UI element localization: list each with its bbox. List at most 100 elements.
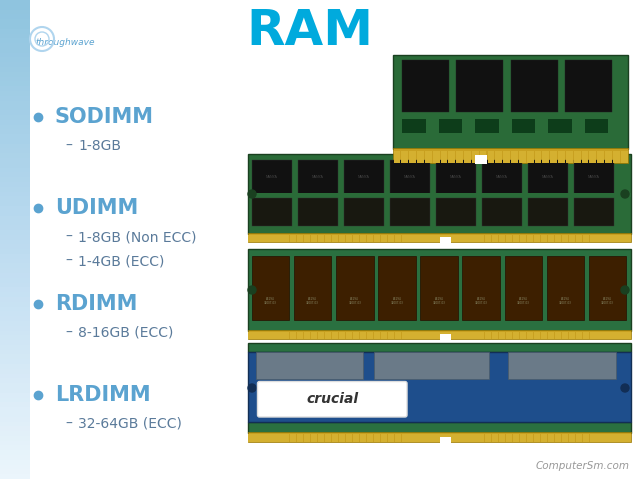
FancyBboxPatch shape <box>503 151 510 163</box>
Text: ComputerSm.com: ComputerSm.com <box>536 461 630 471</box>
FancyBboxPatch shape <box>475 119 499 133</box>
Text: A5194
32007-03: A5194 32007-03 <box>601 297 614 306</box>
FancyBboxPatch shape <box>548 119 572 133</box>
FancyBboxPatch shape <box>541 434 547 442</box>
FancyBboxPatch shape <box>353 332 359 339</box>
FancyBboxPatch shape <box>403 119 426 133</box>
FancyBboxPatch shape <box>311 434 317 442</box>
FancyBboxPatch shape <box>482 160 522 194</box>
FancyBboxPatch shape <box>590 332 596 339</box>
FancyBboxPatch shape <box>561 332 568 339</box>
Text: LRDIMM: LRDIMM <box>55 385 151 405</box>
FancyBboxPatch shape <box>269 332 276 339</box>
FancyBboxPatch shape <box>283 332 290 339</box>
Text: –: – <box>65 326 72 340</box>
FancyBboxPatch shape <box>298 198 338 226</box>
Text: A5194
32007-03: A5194 32007-03 <box>390 297 403 306</box>
FancyBboxPatch shape <box>597 332 603 339</box>
FancyBboxPatch shape <box>360 235 366 241</box>
Text: NANYA: NANYA <box>266 175 278 179</box>
FancyBboxPatch shape <box>283 235 290 241</box>
Text: –: – <box>65 417 72 431</box>
FancyBboxPatch shape <box>429 235 436 241</box>
FancyBboxPatch shape <box>415 332 422 339</box>
Text: A5194
32007-03: A5194 32007-03 <box>475 297 487 306</box>
FancyBboxPatch shape <box>590 434 596 442</box>
FancyBboxPatch shape <box>256 352 363 379</box>
FancyBboxPatch shape <box>436 235 443 241</box>
FancyBboxPatch shape <box>339 434 345 442</box>
FancyBboxPatch shape <box>422 332 429 339</box>
Circle shape <box>248 286 256 294</box>
FancyBboxPatch shape <box>415 235 422 241</box>
Text: A5194
32007-03: A5194 32007-03 <box>264 297 277 306</box>
FancyBboxPatch shape <box>475 155 487 164</box>
FancyBboxPatch shape <box>561 434 568 442</box>
FancyBboxPatch shape <box>440 151 447 163</box>
FancyBboxPatch shape <box>325 434 331 442</box>
FancyBboxPatch shape <box>353 235 359 241</box>
FancyBboxPatch shape <box>367 434 373 442</box>
FancyBboxPatch shape <box>332 332 338 339</box>
FancyBboxPatch shape <box>457 332 464 339</box>
FancyBboxPatch shape <box>255 332 262 339</box>
FancyBboxPatch shape <box>415 434 422 442</box>
FancyBboxPatch shape <box>512 119 535 133</box>
FancyBboxPatch shape <box>255 235 262 241</box>
FancyBboxPatch shape <box>450 235 457 241</box>
FancyBboxPatch shape <box>276 434 283 442</box>
FancyBboxPatch shape <box>513 434 519 442</box>
FancyBboxPatch shape <box>575 332 582 339</box>
Text: RAM: RAM <box>246 7 373 55</box>
FancyBboxPatch shape <box>417 151 424 163</box>
FancyBboxPatch shape <box>482 198 522 226</box>
FancyBboxPatch shape <box>304 235 310 241</box>
FancyBboxPatch shape <box>478 434 484 442</box>
FancyBboxPatch shape <box>568 434 575 442</box>
FancyBboxPatch shape <box>495 151 502 163</box>
FancyBboxPatch shape <box>381 434 387 442</box>
Text: 1-8GB (Non ECC): 1-8GB (Non ECC) <box>78 230 197 244</box>
FancyBboxPatch shape <box>625 235 631 241</box>
FancyBboxPatch shape <box>387 332 394 339</box>
FancyBboxPatch shape <box>574 151 581 163</box>
Circle shape <box>621 286 629 294</box>
FancyBboxPatch shape <box>440 237 451 243</box>
FancyBboxPatch shape <box>248 154 631 234</box>
Text: –: – <box>65 254 72 268</box>
FancyBboxPatch shape <box>471 434 477 442</box>
FancyBboxPatch shape <box>394 332 401 339</box>
FancyBboxPatch shape <box>387 434 394 442</box>
FancyBboxPatch shape <box>582 434 589 442</box>
FancyBboxPatch shape <box>457 235 464 241</box>
Text: RDIMM: RDIMM <box>55 294 137 314</box>
FancyBboxPatch shape <box>360 332 366 339</box>
FancyBboxPatch shape <box>565 60 612 112</box>
FancyBboxPatch shape <box>471 332 477 339</box>
FancyBboxPatch shape <box>304 434 310 442</box>
FancyBboxPatch shape <box>471 235 477 241</box>
Text: –: – <box>65 139 72 153</box>
FancyBboxPatch shape <box>534 235 540 241</box>
FancyBboxPatch shape <box>542 151 549 163</box>
FancyBboxPatch shape <box>613 151 619 163</box>
FancyBboxPatch shape <box>390 160 430 194</box>
FancyBboxPatch shape <box>387 235 394 241</box>
FancyBboxPatch shape <box>584 119 608 133</box>
FancyBboxPatch shape <box>248 235 255 241</box>
Text: NANYA: NANYA <box>588 175 600 179</box>
Text: crucial: crucial <box>306 392 359 406</box>
FancyBboxPatch shape <box>353 434 359 442</box>
FancyBboxPatch shape <box>332 434 338 442</box>
FancyBboxPatch shape <box>440 436 451 443</box>
FancyBboxPatch shape <box>548 434 554 442</box>
FancyBboxPatch shape <box>276 332 283 339</box>
FancyBboxPatch shape <box>534 332 540 339</box>
FancyBboxPatch shape <box>527 332 533 339</box>
FancyBboxPatch shape <box>252 256 290 320</box>
FancyBboxPatch shape <box>582 332 589 339</box>
FancyBboxPatch shape <box>443 235 450 241</box>
FancyBboxPatch shape <box>589 256 627 320</box>
FancyBboxPatch shape <box>248 330 631 339</box>
FancyBboxPatch shape <box>422 434 429 442</box>
